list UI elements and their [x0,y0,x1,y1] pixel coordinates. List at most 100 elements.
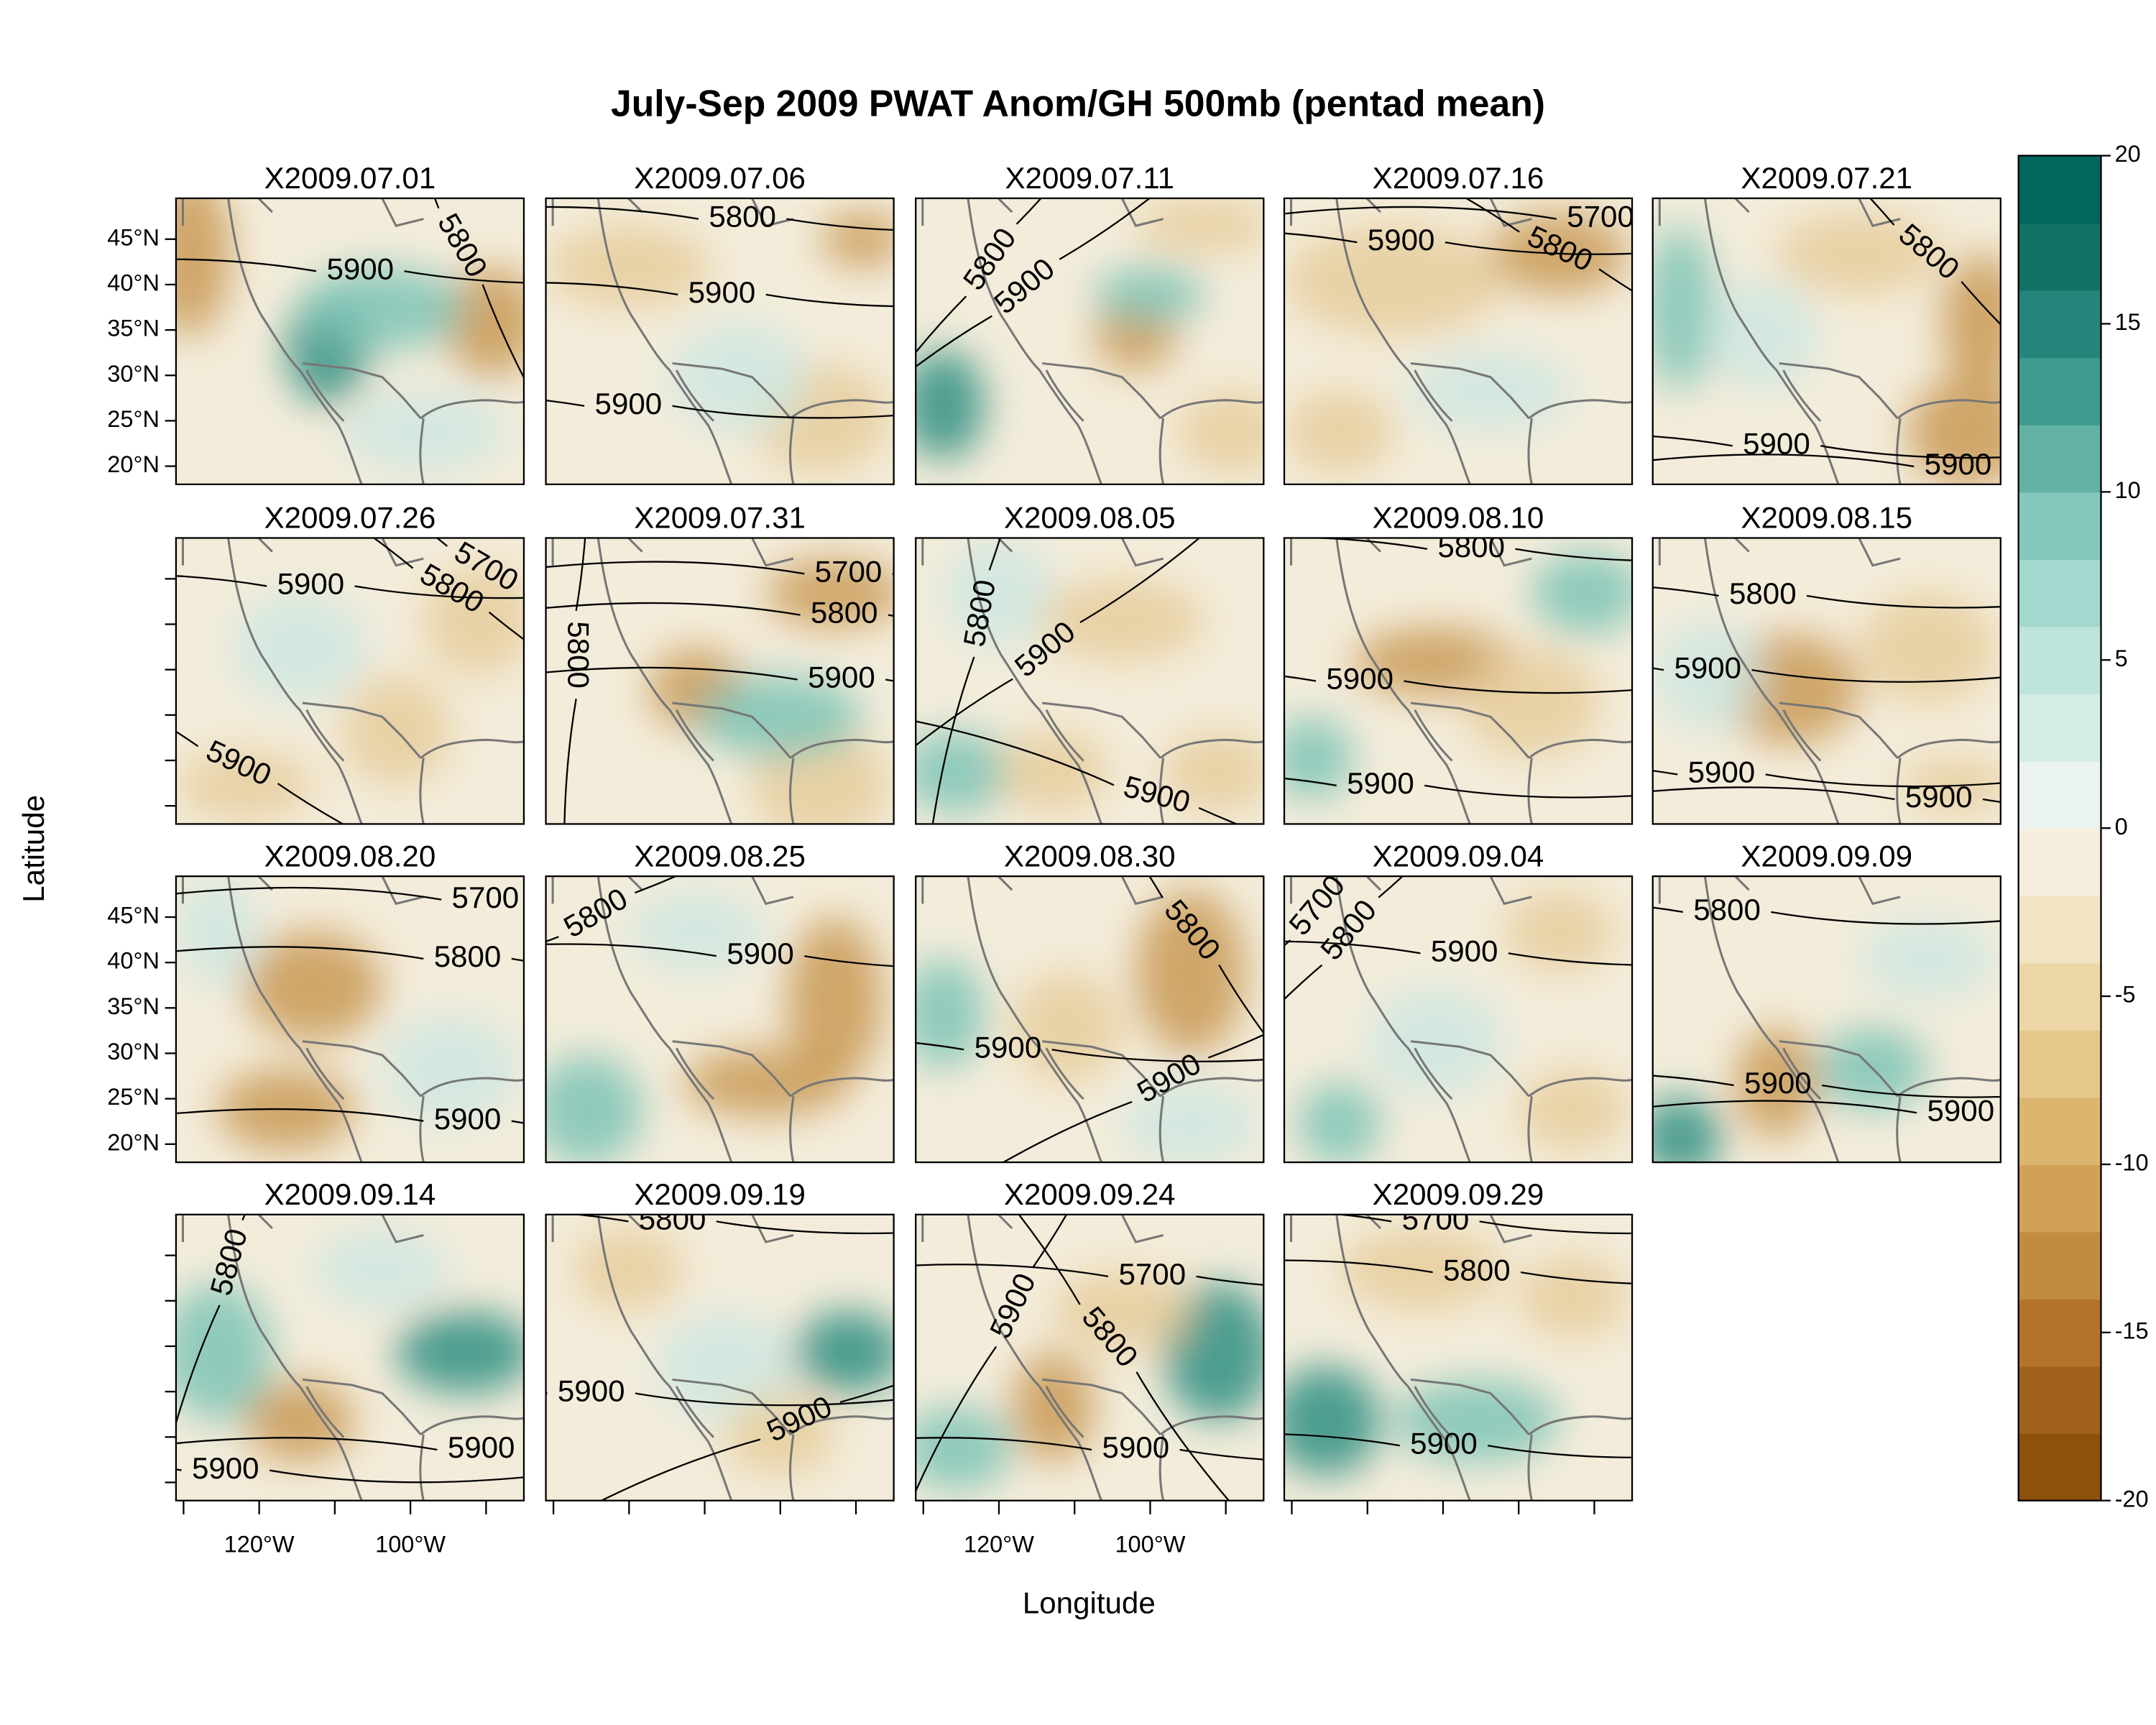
map-panel: 5900 5800 [175,198,524,484]
coastline [921,198,1264,484]
contour-line [175,258,524,284]
y-tick-label: 45°N [107,224,160,250]
anomaly-blob [724,1393,835,1476]
panel-frame [1283,875,1634,1164]
contour-label: 5800 [811,596,878,630]
colorbar-tick-label: 0 [2115,814,2128,840]
contour-label: 5900 [595,387,663,420]
anomaly-blob [175,1283,272,1421]
contour-label: 5800 [1693,893,1761,926]
anomaly-blob [545,1054,642,1163]
contour-line [545,1238,894,1501]
anomaly-blob [1298,1082,1381,1163]
contour-line [545,206,894,231]
colorbar-band [2018,626,2101,695]
panel-title: X2009.08.25 [634,839,806,873]
panel-frame [545,537,895,825]
contour-line [545,1392,894,1407]
anomaly-blob [341,390,507,474]
contour-line [1284,1433,1633,1458]
panel-frame [175,1213,525,1501]
contour-label: 5900 [1368,223,1435,257]
x-tick-label: 120°W [224,1531,295,1557]
contour-label: 5900 [1102,1430,1170,1464]
contour-line [916,1437,1264,1460]
colorbar-band [2018,694,2101,762]
contour-line [1652,435,2001,459]
contour-label: 5900 [448,1430,515,1464]
anomaly-blob [396,1310,524,1394]
panel-title: X2009.07.01 [264,161,436,195]
contour-label: 5900 [1744,1066,1812,1100]
contour-line [545,943,894,967]
anomaly-field [1298,890,1628,1163]
anomaly-blob [1652,1096,1722,1163]
contour-line [1652,1100,1917,1114]
anomaly-blob [1053,1269,1191,1353]
x-axis-label: Longitude [1023,1586,1156,1619]
anomaly-blob [244,1379,355,1463]
contour-line [175,886,442,901]
contour-line [1284,198,1633,418]
anomaly-blob [1284,390,1395,474]
anomaly-blob [231,593,369,704]
contour-line [563,538,589,824]
x-tick-label: 100°W [375,1531,446,1557]
panel-frame [545,1213,895,1501]
anomaly-blob [1284,1366,1381,1476]
anomaly-blob [1518,1068,1628,1151]
panel-title: X2009.08.30 [1004,839,1176,873]
anomaly-blob [1858,593,1997,704]
contour-line [1284,1259,1633,1284]
contour-line [545,602,894,617]
contour-label: 5800 [1437,530,1505,564]
anomaly-field [1284,1228,1628,1476]
map-panel: 5800 5900 5900 5900 [1652,538,2001,824]
y-tick-label: 20°N [107,1129,160,1155]
contour-line [916,198,1222,484]
panel-frame [1651,875,2001,1164]
anomaly-blob [655,1310,793,1421]
anomaly-blob [765,558,894,627]
contour-label: 5900 [1674,650,1741,684]
panel-title: X2009.09.29 [1373,1177,1544,1211]
panel-frame [1283,197,1634,486]
contour-label: 5800 [1443,1253,1511,1287]
anomaly-blob [628,890,766,973]
anomaly-blob [1012,972,1123,1083]
anomaly-blob [943,538,1054,648]
colorbar-band [2018,1299,2101,1367]
contour-line [1652,667,2001,683]
contour-line [916,1264,1264,1286]
panel-frame [1651,537,2001,825]
anomaly-blob [313,1228,451,1311]
y-tick-label: 25°N [107,406,160,432]
anomaly-blob [916,349,985,460]
anomaly-blob [1039,579,1205,662]
contour-label: 5900 [434,1102,502,1136]
contour-label: 5900 [1431,934,1498,967]
coastline [181,538,524,824]
colorbar-tick-label: -15 [2115,1317,2149,1343]
panel-title: X2009.08.15 [1741,501,1912,535]
anomaly-blob [1652,226,1715,391]
contour-line [175,575,524,599]
contour-line [247,198,524,484]
chart-title: July-Sep 2009 PWAT Anom/GH 500mb (pentad… [611,82,1545,124]
panel-frame [175,537,525,825]
anomaly-blob [1284,226,1505,336]
anomaly-blob [1941,253,2001,391]
panel-title: X2009.07.06 [634,161,806,195]
contour-line [918,876,1264,1163]
anomaly-field [1284,212,1628,474]
coastline [1290,538,1633,824]
coastline [551,538,894,824]
contour-line [917,538,1046,824]
contour-line [545,666,894,682]
contour-label: 5900 [1925,447,1992,481]
